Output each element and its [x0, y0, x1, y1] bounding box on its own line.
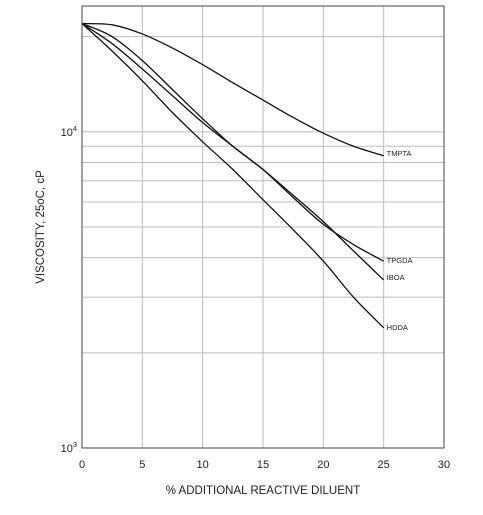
- y-tick-label: 104: [61, 124, 77, 139]
- x-tick-label: 20: [317, 459, 329, 471]
- y-axis-title: VISCOSITY, 25oC, cP: [35, 170, 47, 284]
- x-tick-label: 5: [139, 459, 145, 471]
- x-tick-label: 10: [197, 459, 209, 471]
- series-lines: [81, 22, 385, 329]
- grid: [82, 6, 444, 448]
- series-line-hdda: [81, 23, 385, 329]
- series-label-hdda: HDDA: [387, 323, 408, 332]
- plot-frame: [81, 5, 445, 449]
- series-label-tmpta: TMPTA: [387, 149, 412, 158]
- series-labels: TMPTA TPGDA IBOA HDDA: [387, 149, 413, 332]
- x-tick-labels: 0 5 10 15 20 25 30: [79, 459, 450, 471]
- series-line-tpgda: [81, 22, 384, 262]
- y-tick-label: 103: [61, 440, 77, 455]
- series-line-tmpta: [81, 22, 384, 157]
- x-tick-label: 15: [257, 459, 269, 471]
- y-tick-labels: 103 104: [61, 124, 77, 455]
- x-tick-label: 25: [378, 459, 390, 471]
- x-tick-label: 30: [438, 459, 450, 471]
- x-axis-title: % ADDITIONAL REACTIVE DILUENT: [166, 485, 360, 497]
- series-label-tpgda: TPGDA: [387, 256, 413, 265]
- x-tick-label: 0: [79, 459, 85, 471]
- series-line-iboa: [81, 23, 385, 281]
- series-label-iboa: IBOA: [387, 273, 405, 282]
